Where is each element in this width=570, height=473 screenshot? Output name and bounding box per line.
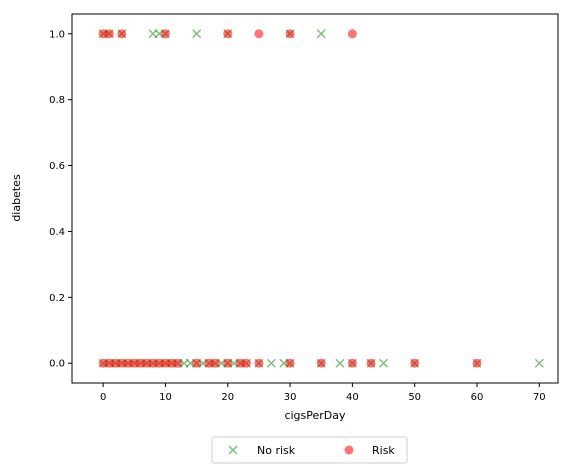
risk-point <box>173 358 183 368</box>
risk-point <box>104 29 114 39</box>
no-risk-point <box>335 358 345 368</box>
x-tick-label: 20 <box>221 392 234 403</box>
risk-point <box>129 358 139 368</box>
x-axis: 0 10 20 30 40 50 60 70 <box>100 383 546 403</box>
x-tick-label: 30 <box>284 392 297 403</box>
risk-point <box>98 358 108 368</box>
legend-marker-risk <box>344 445 354 455</box>
risk-point <box>285 29 295 39</box>
x-tick-label: 70 <box>533 392 546 403</box>
risk-point <box>254 358 264 368</box>
legend-box <box>211 436 408 464</box>
legend-label-risk: Risk <box>372 444 395 457</box>
risk-point <box>142 358 152 368</box>
x-tick-label: 60 <box>471 392 484 403</box>
risk-point <box>347 29 357 39</box>
x-tick-label: 10 <box>159 392 172 403</box>
risk-point <box>117 29 127 39</box>
no-risk-point <box>192 29 202 39</box>
risk-point <box>192 358 202 368</box>
y-tick-label: 0.6 <box>49 161 65 172</box>
risk-point <box>235 358 245 368</box>
y-tick-label: 0.2 <box>49 293 65 304</box>
risk-point <box>117 358 127 368</box>
y-axis-label: diabetes <box>10 174 23 222</box>
legend-label-no-risk: No risk <box>257 444 296 457</box>
legend-marker-no-risk <box>228 445 238 455</box>
risk-point <box>104 358 114 368</box>
no-risk-point <box>534 358 544 368</box>
y-tick-label: 0.8 <box>49 95 65 106</box>
risk-point <box>123 358 133 368</box>
series-risk <box>98 29 482 368</box>
no-risk-point <box>379 358 389 368</box>
risk-point <box>223 358 233 368</box>
risk-point <box>160 29 170 39</box>
risk-point <box>98 29 108 39</box>
risk-point <box>160 358 170 368</box>
y-axis: 0.0 0.2 0.4 0.6 0.8 1.0 <box>49 29 72 370</box>
y-tick-label: 0.4 <box>49 227 65 238</box>
risk-point <box>148 358 158 368</box>
risk-point <box>111 358 121 368</box>
y-tick-label: 0.0 <box>49 359 65 370</box>
risk-point <box>366 358 376 368</box>
legend-circle-marker <box>344 445 354 455</box>
y-tick-label: 1.0 <box>49 29 65 40</box>
legend: No risk Risk <box>211 436 408 464</box>
risk-point <box>204 358 214 368</box>
risk-point <box>347 358 357 368</box>
risk-point <box>410 358 420 368</box>
x-tick-label: 40 <box>346 392 359 403</box>
no-risk-point <box>316 29 326 39</box>
risk-point <box>316 358 326 368</box>
x-tick-label: 0 <box>100 392 106 403</box>
risk-point <box>167 358 177 368</box>
risk-point <box>285 358 295 368</box>
risk-point <box>210 358 220 368</box>
risk-point <box>254 29 264 39</box>
risk-point <box>241 358 251 368</box>
risk-point <box>154 358 164 368</box>
x-axis-label: cigsPerDay <box>284 409 346 422</box>
risk-point <box>472 358 482 368</box>
no-risk-point <box>266 358 276 368</box>
risk-point <box>136 358 146 368</box>
x-tick-label: 50 <box>408 392 421 403</box>
legend-x-marker <box>228 445 238 455</box>
plot-area <box>71 13 559 384</box>
risk-point <box>223 29 233 39</box>
